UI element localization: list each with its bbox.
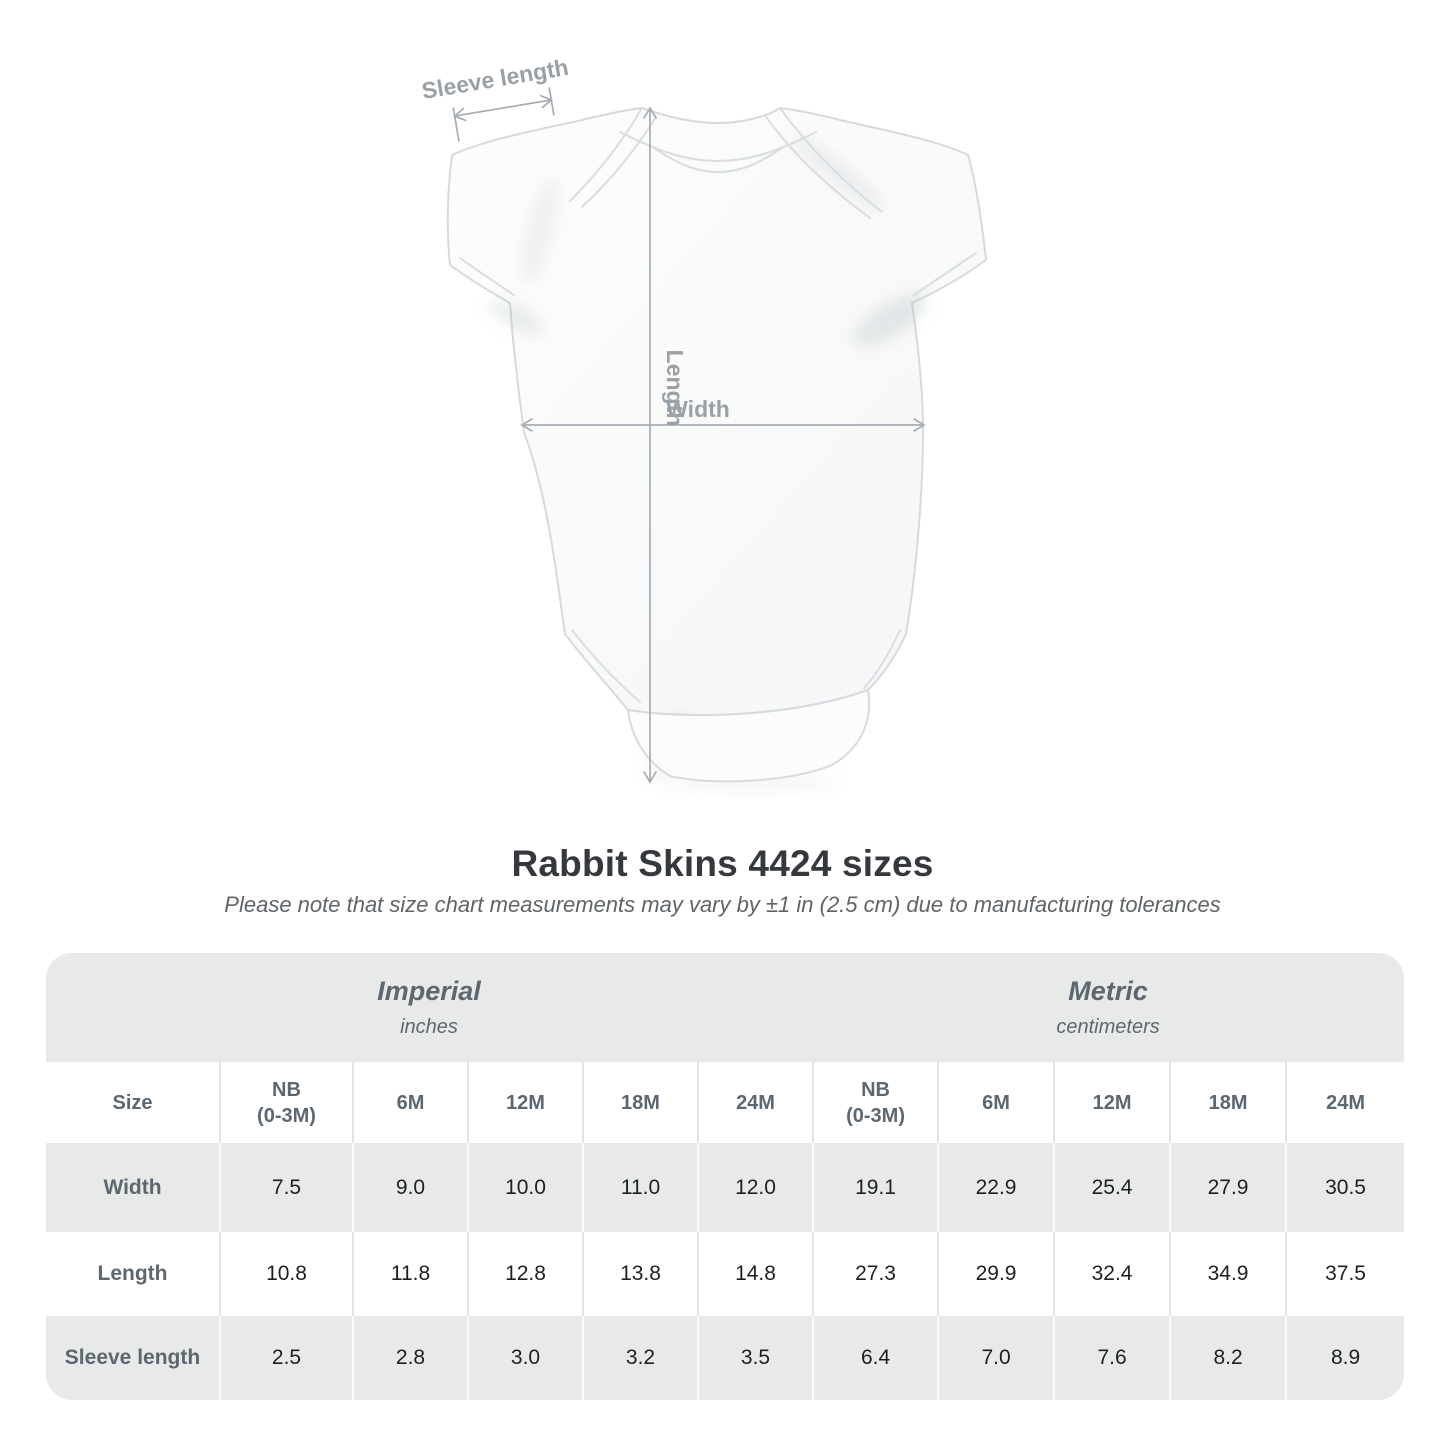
table-cell: 34.9 <box>1169 1232 1286 1316</box>
table-cell: 11.8 <box>352 1232 467 1316</box>
table-cell: 32.4 <box>1053 1232 1170 1316</box>
table-cell: 8.9 <box>1285 1316 1404 1400</box>
column-header: NB (0-3M) <box>812 1062 938 1143</box>
table-cell: 29.9 <box>937 1232 1054 1316</box>
table-cell: 9.0 <box>352 1143 467 1232</box>
column-header: NB (0-3M) <box>219 1062 352 1143</box>
table-cell: 14.8 <box>697 1232 813 1316</box>
table-row-width: Width 7.5 9.0 10.0 11.0 12.0 19.1 22.9 2… <box>46 1143 1404 1232</box>
row-label: Length <box>46 1232 219 1316</box>
table-cell: 7.5 <box>219 1143 352 1232</box>
table-cell: 2.5 <box>219 1316 352 1400</box>
metric-unit: centimeters <box>1056 1016 1160 1039</box>
row-label: Width <box>46 1143 219 1232</box>
table-cell: 3.5 <box>697 1316 813 1400</box>
column-header: 6M <box>937 1062 1054 1143</box>
length-arrow <box>643 106 657 784</box>
table-cell: 11.0 <box>582 1143 697 1232</box>
table-row-length: Length 10.8 11.8 12.8 13.8 14.8 27.3 29.… <box>46 1232 1404 1316</box>
metric-label: Metric <box>1068 975 1148 1006</box>
bodysuit-illustration <box>446 107 987 790</box>
table-cell: 3.2 <box>582 1316 697 1400</box>
column-header: 18M <box>1169 1062 1286 1143</box>
page-subtitle: Please note that size chart measurements… <box>224 892 1221 917</box>
table-cell: 12.8 <box>467 1232 582 1316</box>
column-header: 12M <box>467 1062 582 1143</box>
size-column-header: Size <box>46 1062 219 1143</box>
table-cell: 3.0 <box>467 1316 582 1400</box>
table-cell: 12.0 <box>697 1143 813 1232</box>
size-table-container: Imperial inches Metric centimeters Size … <box>46 953 1404 1400</box>
table-cell: 27.9 <box>1169 1143 1286 1232</box>
table-cell: 30.5 <box>1285 1143 1404 1232</box>
size-chart-table: Imperial inches Metric centimeters Size … <box>46 953 1404 1400</box>
imperial-label: Imperial <box>377 975 481 1006</box>
row-label: Sleeve length <box>46 1316 219 1400</box>
column-header: 12M <box>1053 1062 1170 1143</box>
imperial-group-header: Imperial inches <box>46 953 813 1062</box>
width-label: Width <box>666 396 730 422</box>
table-cell: 8.2 <box>1169 1316 1286 1400</box>
imperial-unit: inches <box>400 1016 458 1039</box>
page-title: Rabbit Skins 4424 sizes <box>511 843 934 884</box>
table-cell: 22.9 <box>937 1143 1054 1232</box>
unit-group-row: Imperial inches Metric centimeters <box>46 953 1404 1062</box>
sleeve-length-label: Sleeve length <box>420 55 570 104</box>
table-cell: 10.8 <box>219 1232 352 1316</box>
table-cell: 37.5 <box>1285 1232 1404 1316</box>
bodysuit-diagram: Sleeve length Length Width <box>420 55 987 790</box>
table-cell: 19.1 <box>812 1143 938 1232</box>
table-cell: 6.4 <box>812 1316 938 1400</box>
table-cell: 7.0 <box>937 1316 1054 1400</box>
sleeve-length-arrow <box>452 87 555 142</box>
table-row-sleeve-length: Sleeve length 2.5 2.8 3.0 3.2 3.5 6.4 7.… <box>46 1316 1404 1400</box>
column-header: 6M <box>352 1062 467 1143</box>
column-header-row: Size NB (0-3M) 6M 12M 18M 24M NB (0-3M) … <box>46 1062 1404 1143</box>
length-label: Length <box>662 350 688 427</box>
table-cell: 7.6 <box>1053 1316 1170 1400</box>
table-cell: 2.8 <box>352 1316 467 1400</box>
column-header: 18M <box>582 1062 697 1143</box>
column-header: 24M <box>697 1062 813 1143</box>
metric-group-header: Metric centimeters <box>812 953 1404 1062</box>
table-cell: 13.8 <box>582 1232 697 1316</box>
table-cell: 25.4 <box>1053 1143 1170 1232</box>
table-cell: 10.0 <box>467 1143 582 1232</box>
column-header: 24M <box>1285 1062 1404 1143</box>
table-cell: 27.3 <box>812 1232 938 1316</box>
width-arrow <box>520 418 926 432</box>
